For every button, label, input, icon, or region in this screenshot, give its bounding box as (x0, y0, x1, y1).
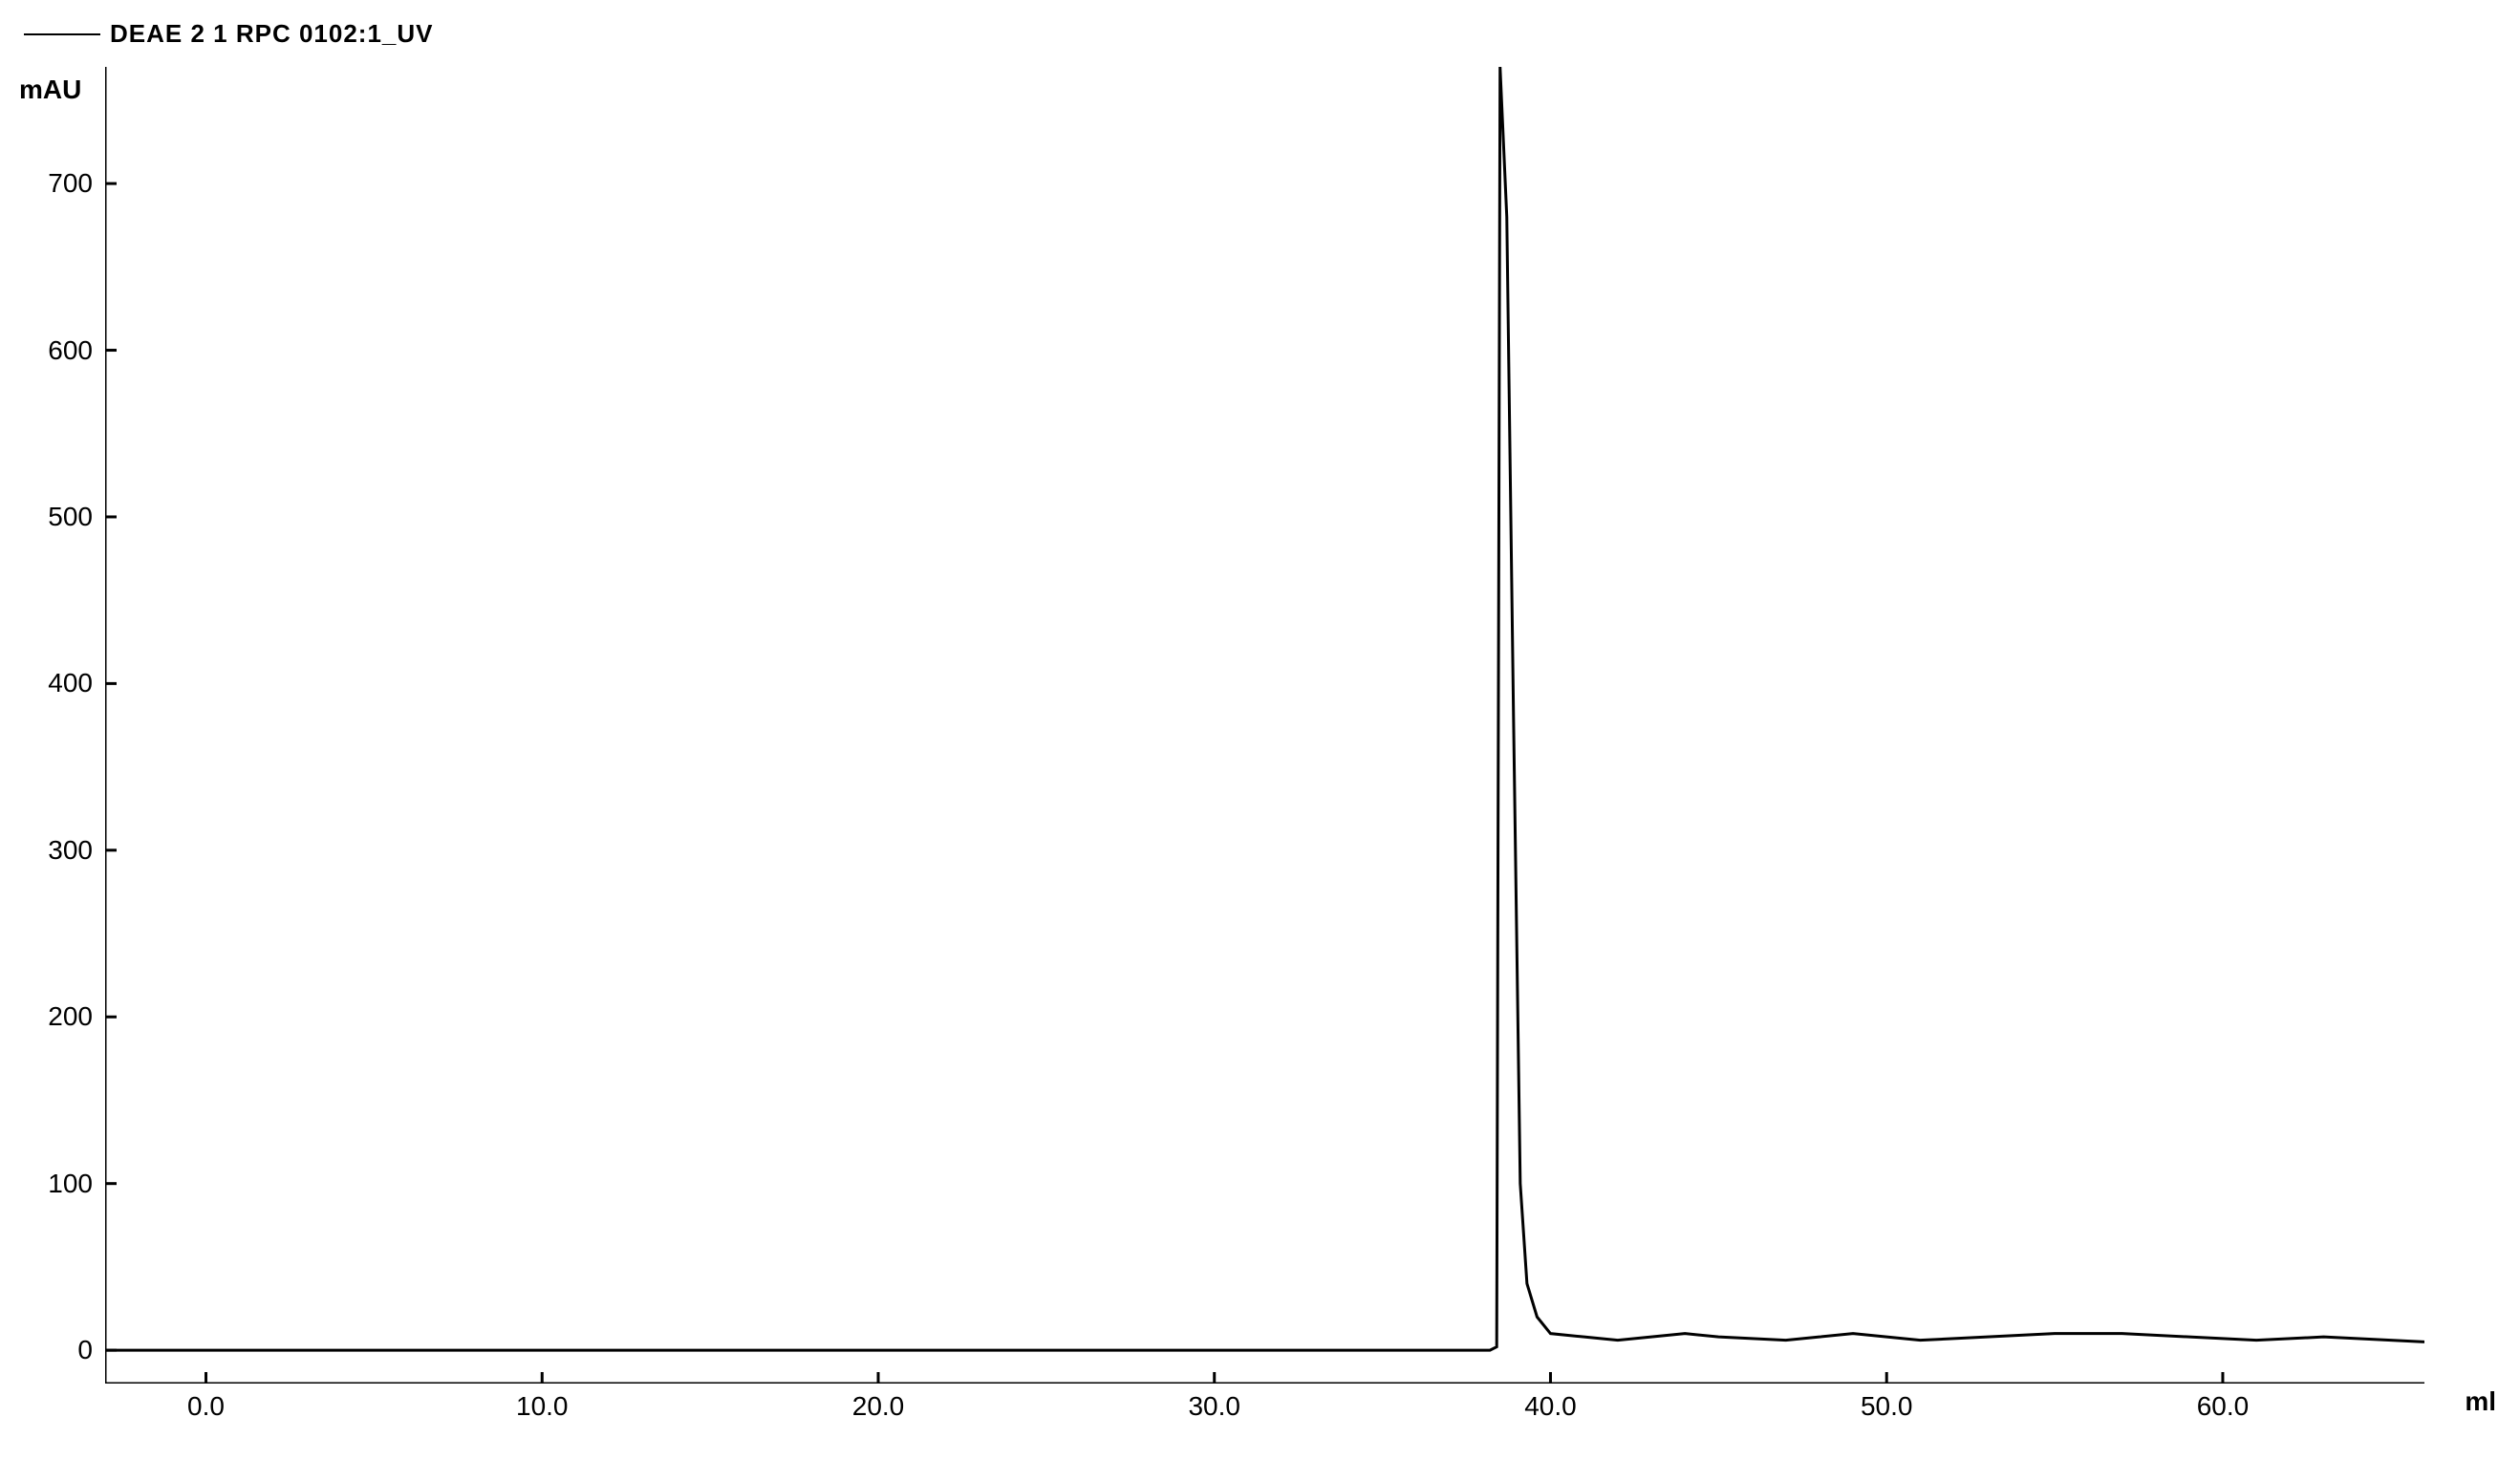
plot-area (105, 67, 2424, 1384)
chromatogram-chart: DEAE 2 1 RPC 0102:1_UV mAU ml 0 100 200 300… (19, 19, 2501, 1441)
chart-legend: DEAE 2 1 RPC 0102:1_UV (24, 19, 433, 49)
legend-line-sample (24, 33, 100, 35)
x-tick-label: 40.0 (1524, 1391, 1577, 1422)
y-tick-label: 300 (16, 835, 93, 866)
x-tick-label: 0.0 (187, 1391, 225, 1422)
x-tick-label: 50.0 (1861, 1391, 1913, 1422)
x-tick-label: 20.0 (852, 1391, 905, 1422)
y-tick-label: 100 (16, 1169, 93, 1199)
y-tick-label: 500 (16, 502, 93, 532)
y-tick-label: 700 (16, 168, 93, 199)
x-tick-label: 10.0 (516, 1391, 569, 1422)
legend-label: DEAE 2 1 RPC 0102:1_UV (110, 19, 433, 49)
y-tick-label: 200 (16, 1001, 93, 1032)
chart-svg (105, 67, 2424, 1384)
x-tick-label: 60.0 (2197, 1391, 2250, 1422)
y-tick-label: 0 (16, 1335, 93, 1365)
x-tick-label: 30.0 (1188, 1391, 1240, 1422)
x-axis-label: ml (2465, 1386, 2496, 1417)
y-tick-label: 400 (16, 668, 93, 698)
y-axis-label: mAU (19, 75, 81, 105)
y-tick-label: 600 (16, 335, 93, 366)
